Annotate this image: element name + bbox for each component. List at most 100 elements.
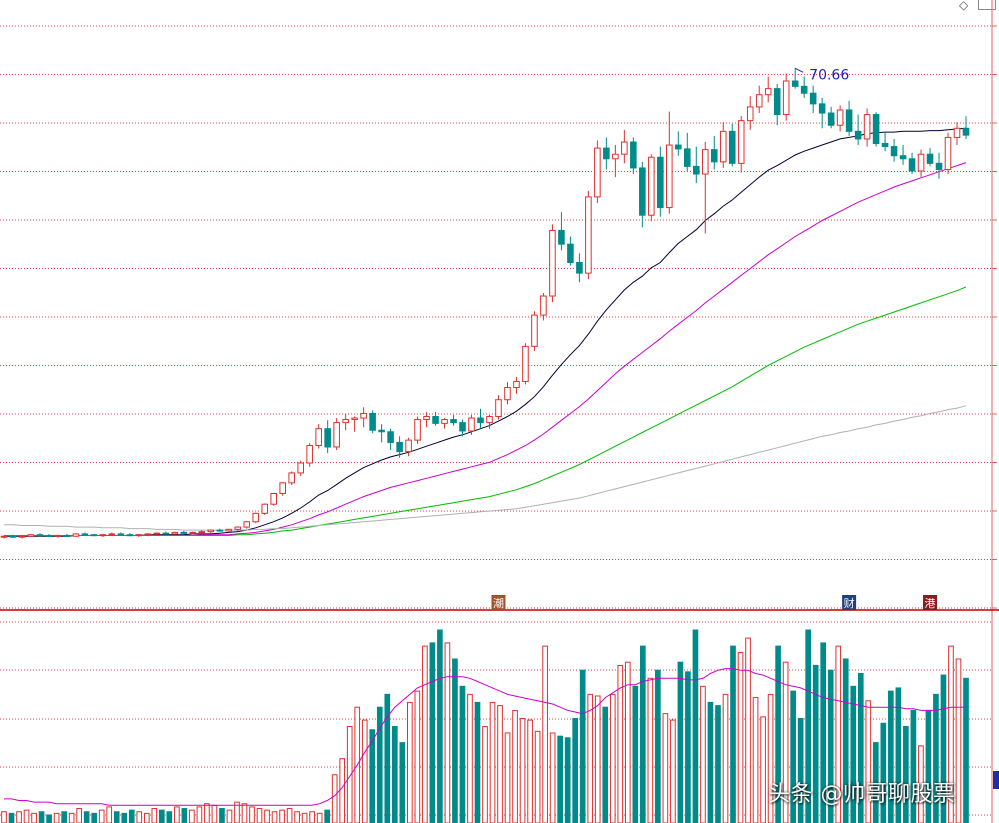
candle-body [701,149,709,175]
candle-body [872,114,880,145]
volume-bar [602,706,609,823]
volume-bar [399,742,406,823]
volume-bar [46,814,52,823]
volume-bar [391,726,398,823]
volume-bar [474,701,481,823]
volume-bar [249,806,255,823]
volume-bar [587,693,594,823]
volume-bar [346,726,353,823]
volume-bar [542,645,548,823]
volume-bar [632,685,639,823]
window-tab-icon[interactable] [978,0,996,10]
candle-body [189,531,197,534]
candle-body [531,314,538,347]
candle-body [719,130,727,163]
candle-body [180,531,188,534]
candle-body [827,112,835,126]
volume-bar [444,642,451,823]
candle-body [666,144,673,209]
volume-bar [106,806,113,823]
volume-bar [429,642,436,823]
candle-body [728,130,736,164]
moving-average-line [4,127,967,537]
volume-bar [564,737,571,823]
volume-bar [98,809,105,823]
candle-body [387,431,394,443]
volume-bar [504,732,511,823]
volume-bar [286,808,293,823]
volume-bar [527,719,533,823]
volume-bar [745,637,751,823]
candle-body [737,120,745,164]
candle-body [791,80,799,87]
candle-body [836,109,844,126]
moving-average-line [4,286,967,536]
volume-bar [730,645,736,823]
volume-bar [136,811,143,823]
candle-body [27,534,35,537]
volume-bar [301,812,308,823]
candle-body [639,167,646,216]
volume-bar [113,811,120,823]
candle-body [441,419,448,424]
candle-body [261,503,269,514]
candle-body [72,533,80,537]
volume-bar [166,811,173,823]
candle-body [746,106,754,122]
candle-body [612,153,619,160]
candle-body [117,533,125,536]
candle-body [782,80,790,116]
candle-body [675,144,682,150]
candle-body [630,141,637,169]
candle-body [45,534,53,537]
candle-body [18,535,26,538]
candle-body [279,482,286,495]
candle-body [854,130,862,140]
volume-bar [677,661,684,823]
volume-bar [256,808,263,823]
candle-body [755,94,763,108]
volume-bar [324,809,331,823]
volume-bar [903,726,909,823]
volume-bar [414,690,421,823]
volume-bar [948,645,954,823]
diamond-icon[interactable]: ◇ [959,0,969,12]
candle-body [935,162,943,170]
volume-bar [437,629,443,823]
volume-bar [16,811,22,823]
candle-body [99,534,107,537]
candle-body [648,156,655,216]
candle-body [908,158,916,172]
candle-body [369,412,376,431]
candle-body [899,155,907,160]
volume-bar [204,803,210,823]
volume-bar [609,693,616,823]
candle-body [234,526,242,530]
volume-bar [812,664,819,823]
candle-body [198,531,206,534]
volume-bar [68,812,75,823]
candle-body [63,534,71,537]
volume-bar [407,701,413,823]
candle-body [324,428,331,448]
candle-body [585,196,592,274]
volume-bar [692,629,699,823]
volume-bar [557,735,563,823]
volume-bar [737,652,744,823]
volume-bar [549,732,556,823]
candle-body [486,416,493,424]
moving-average-line [4,405,967,531]
event-marker-box [842,595,857,610]
candle-body [962,127,970,136]
candle-body [621,141,628,155]
event-marker-label: 潮 [493,596,504,610]
volume-bar [211,804,218,823]
candle-body [522,345,529,382]
candle-body [171,531,179,535]
volume-bar [196,806,203,823]
candle-body [243,521,251,528]
candle-body [90,534,98,537]
volume-bar [624,661,631,823]
candle-body [423,416,430,421]
